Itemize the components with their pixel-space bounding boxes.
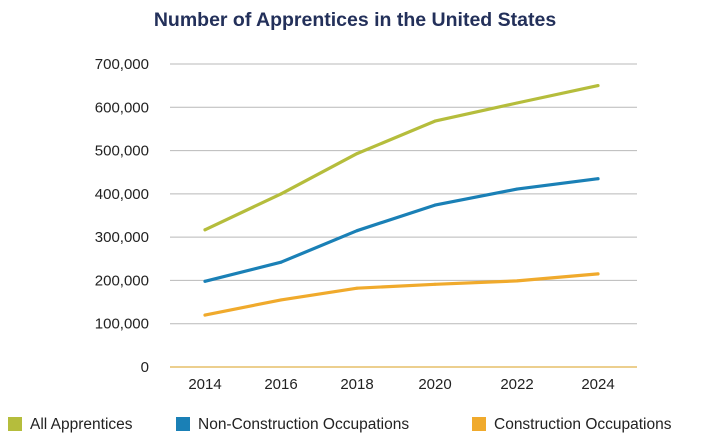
data-point [203, 313, 207, 317]
y-tick-label: 600,000 [95, 99, 149, 116]
legend-swatch [472, 417, 486, 431]
data-point [355, 152, 359, 156]
x-tick-label: 2016 [264, 376, 297, 393]
data-point [279, 260, 283, 264]
data-point [433, 282, 437, 286]
data-point [596, 177, 600, 181]
y-tick-label: 500,000 [95, 143, 149, 160]
data-point [433, 119, 437, 123]
x-tick-label: 2020 [418, 376, 451, 393]
legend-item: All Apprentices [8, 416, 133, 433]
legend: All Apprentices Non-Construction Occupati… [8, 416, 672, 433]
gridlines [170, 63, 637, 325]
legend-swatch [176, 417, 190, 431]
y-tick-label: 200,000 [95, 272, 149, 289]
x-tick-label: 2018 [340, 376, 373, 393]
legend-swatch [8, 417, 22, 431]
legend-label: All Apprentices [30, 416, 133, 433]
legend-label: Construction Occupations [494, 416, 672, 433]
y-tick-label: 100,000 [95, 316, 149, 333]
series-line-2 [203, 177, 600, 283]
data-point [596, 272, 600, 276]
data-point [203, 279, 207, 283]
data-point [515, 187, 519, 191]
axes: 0 100,000 200,000 300,000 400,000 500,000 600,… [95, 56, 637, 393]
data-point [515, 279, 519, 283]
chart-title: Number of Apprentices in the United Stat… [154, 9, 556, 31]
data-point [515, 101, 519, 105]
series-line-3 [203, 272, 600, 317]
x-tick-label: 2024 [581, 376, 614, 393]
data-point [596, 84, 600, 88]
series-line-1 [203, 83, 600, 232]
y-tick-label: 300,000 [95, 229, 149, 246]
legend-item: Construction Occupations [472, 416, 672, 433]
data-point [433, 203, 437, 207]
y-tick-label: 400,000 [95, 186, 149, 203]
y-tick-label: 700,000 [95, 56, 149, 73]
data-point [355, 286, 359, 290]
x-tick-label: 2014 [188, 376, 221, 393]
y-tick-label: 0 [141, 359, 149, 376]
x-tick-label: 2022 [500, 376, 533, 393]
data-point [279, 192, 283, 196]
series-lines [203, 83, 600, 317]
data-point [203, 228, 207, 232]
data-point [279, 298, 283, 302]
legend-label: Non-Construction Occupations [198, 416, 409, 433]
data-point [355, 229, 359, 233]
legend-item: Non-Construction Occupations [176, 416, 409, 433]
